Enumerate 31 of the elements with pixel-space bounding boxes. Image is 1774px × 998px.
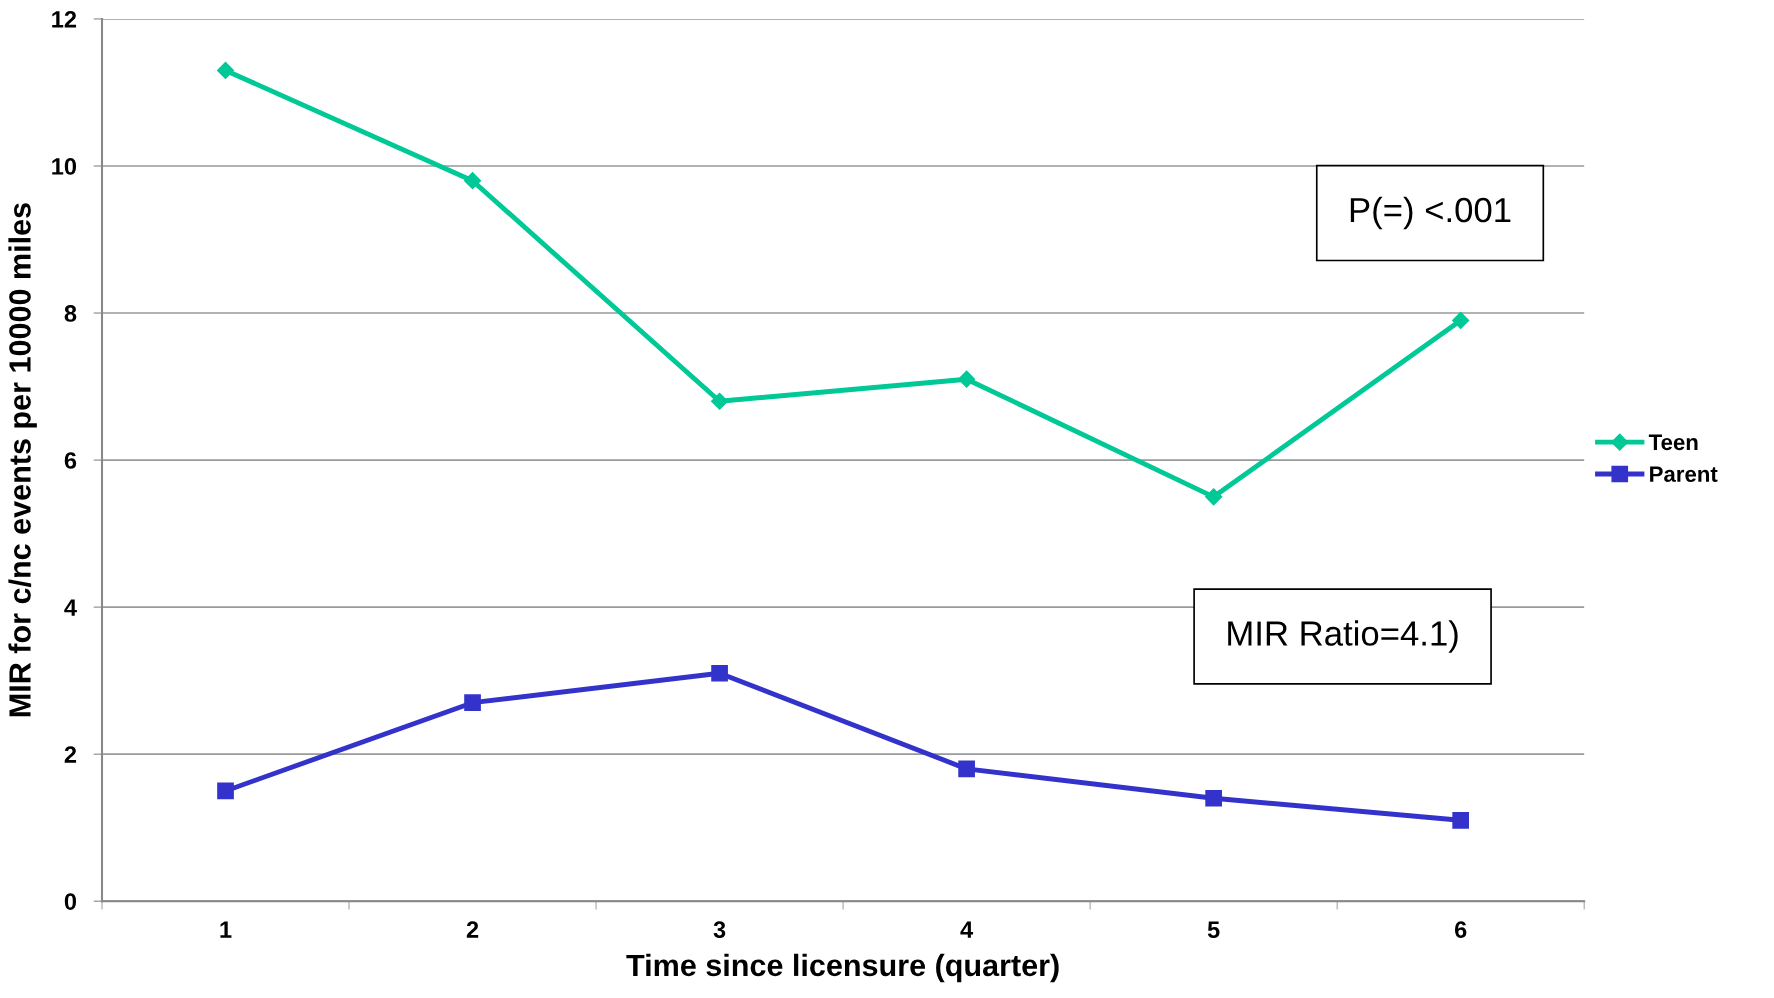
y-tick-label: 6 xyxy=(64,452,77,469)
point xyxy=(711,664,728,682)
x-tick-label: 2 xyxy=(466,921,479,938)
y-tick-label: 2 xyxy=(64,746,77,763)
annotation: MIR Ratio=4.1) xyxy=(1228,620,1458,653)
point xyxy=(1452,811,1470,829)
x-tick-label: 3 xyxy=(713,921,726,939)
point xyxy=(958,370,976,388)
x-tick-label: 1 xyxy=(220,921,232,938)
legend-label: Parent xyxy=(1650,466,1718,482)
x-axis-title: Time since licensure (quarter) xyxy=(626,953,1059,983)
x-tick-label: 4 xyxy=(960,921,974,938)
x-tick-label: 6 xyxy=(1454,921,1467,938)
y-tick-label: 8 xyxy=(64,305,77,322)
point xyxy=(1452,311,1470,329)
point xyxy=(711,392,729,410)
point xyxy=(464,694,481,712)
point xyxy=(217,782,234,800)
y-tick-label: 4 xyxy=(64,599,77,616)
point xyxy=(1205,488,1223,506)
legend-label: Teen xyxy=(1648,434,1698,451)
point xyxy=(1205,789,1222,807)
y-tick-label: 0 xyxy=(64,893,77,910)
y-axis-title: MIR for c/nc events per 10000 miles xyxy=(8,203,37,717)
point xyxy=(958,760,975,778)
point xyxy=(216,61,235,79)
y-tick-label: 10 xyxy=(52,158,77,175)
point xyxy=(463,172,482,190)
x-tick-label: 5 xyxy=(1207,921,1220,938)
annotation: P(=) <.001 xyxy=(1350,196,1511,230)
y-tick-label: 12 xyxy=(52,11,77,28)
